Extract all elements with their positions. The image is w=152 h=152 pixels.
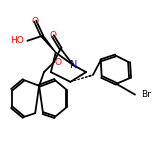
Text: N: N	[70, 60, 77, 70]
Text: Br: Br	[141, 90, 151, 99]
Text: O: O	[32, 17, 39, 26]
Text: HO: HO	[10, 36, 23, 45]
Text: O: O	[49, 31, 56, 40]
Polygon shape	[41, 35, 56, 53]
Text: O: O	[54, 58, 61, 67]
